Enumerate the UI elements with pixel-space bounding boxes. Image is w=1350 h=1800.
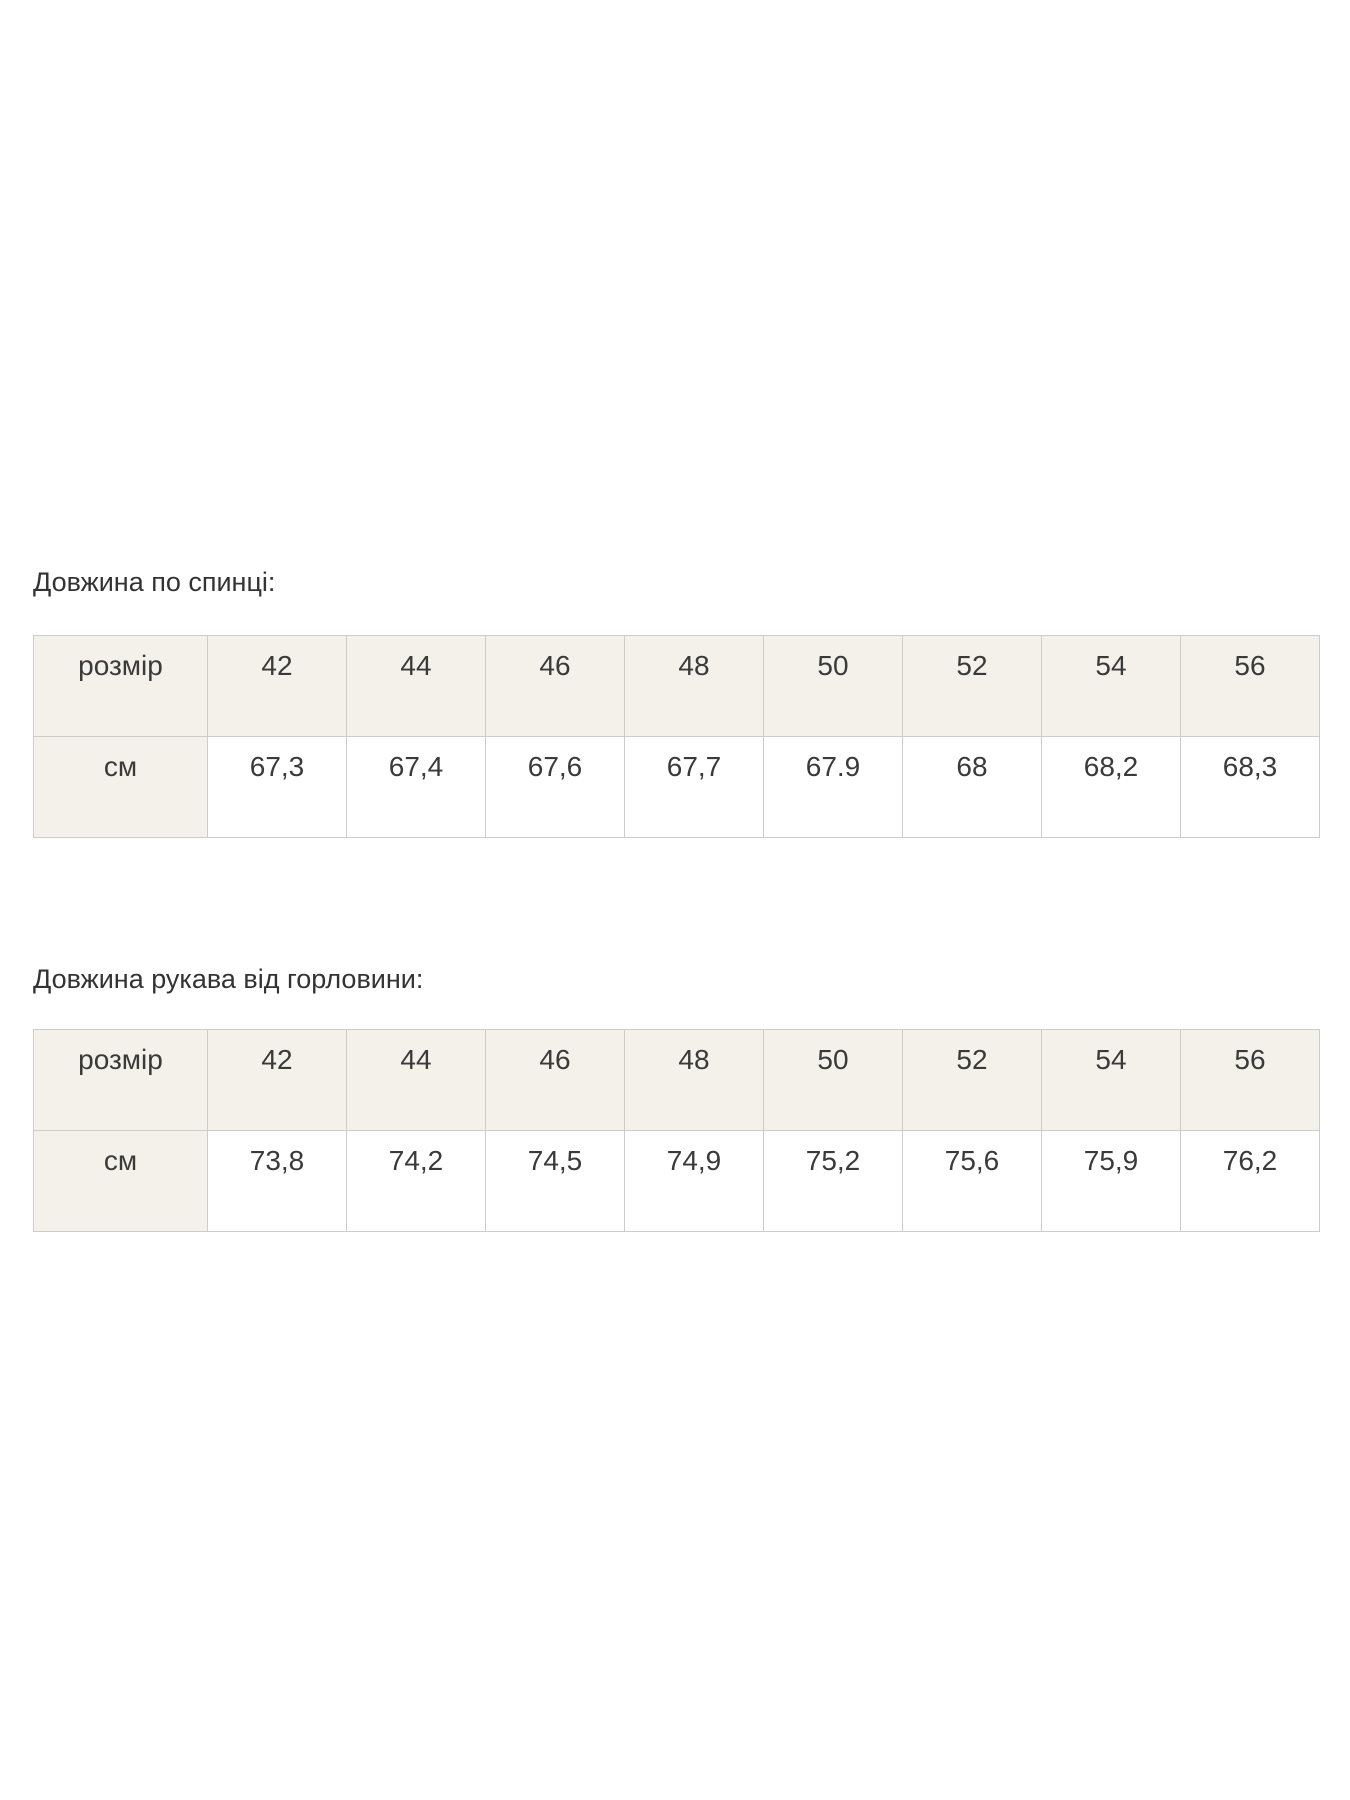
table-row-sizes: розмір 42 44 46 48 50 52 54 56 [33, 1029, 1320, 1131]
size-header-cell: 56 [1180, 1029, 1320, 1131]
size-header-cell: 56 [1180, 635, 1320, 737]
value-cell: 75,6 [902, 1130, 1042, 1232]
value-cell: 76,2 [1180, 1130, 1320, 1232]
size-header-cell: 48 [624, 635, 764, 737]
value-cell: 68 [902, 736, 1042, 838]
table-row-values: см 73,8 74,2 74,5 74,9 75,2 75,6 75,9 76… [33, 1130, 1320, 1232]
value-cell: 67,7 [624, 736, 764, 838]
size-header-cell: 46 [485, 1029, 625, 1131]
unit-label-cell: см [33, 1130, 208, 1232]
value-cell: 73,8 [207, 1130, 347, 1232]
table-row-sizes: розмір 42 44 46 48 50 52 54 56 [33, 635, 1320, 737]
row-header-cell: розмір [33, 635, 208, 737]
value-cell: 67,4 [346, 736, 486, 838]
value-cell: 75,2 [763, 1130, 903, 1232]
value-cell: 74,9 [624, 1130, 764, 1232]
unit-label-cell: см [33, 736, 208, 838]
value-cell: 75,9 [1041, 1130, 1181, 1232]
size-header-cell: 44 [346, 635, 486, 737]
page-content: Довжина по спинці: розмір 42 44 46 48 50… [33, 0, 1320, 1232]
value-cell: 74,5 [485, 1130, 625, 1232]
size-header-cell: 46 [485, 635, 625, 737]
value-cell: 68,3 [1180, 736, 1320, 838]
value-cell: 68,2 [1041, 736, 1181, 838]
value-cell: 67,6 [485, 736, 625, 838]
size-header-cell: 48 [624, 1029, 764, 1131]
size-header-cell: 42 [207, 1029, 347, 1131]
size-header-cell: 52 [902, 1029, 1042, 1131]
size-header-cell: 42 [207, 635, 347, 737]
size-header-cell: 54 [1041, 1029, 1181, 1131]
section-heading-back-length: Довжина по спинці: [33, 567, 276, 597]
value-cell: 67.9 [763, 736, 903, 838]
row-header-cell: розмір [33, 1029, 208, 1131]
table-row-values: см 67,3 67,4 67,6 67,7 67.9 68 68,2 68,3 [33, 736, 1320, 838]
size-header-cell: 52 [902, 635, 1042, 737]
size-header-cell: 44 [346, 1029, 486, 1131]
size-header-cell: 50 [763, 1029, 903, 1131]
value-cell: 74,2 [346, 1130, 486, 1232]
size-header-cell: 54 [1041, 635, 1181, 737]
size-header-cell: 50 [763, 635, 903, 737]
sleeve-length-table: розмір 42 44 46 48 50 52 54 56 см 73,8 7… [33, 1029, 1320, 1232]
value-cell: 67,3 [207, 736, 347, 838]
back-length-table: розмір 42 44 46 48 50 52 54 56 см 67,3 6… [33, 635, 1320, 838]
section-heading-sleeve-length: Довжина рукава від горловини: [33, 964, 424, 994]
